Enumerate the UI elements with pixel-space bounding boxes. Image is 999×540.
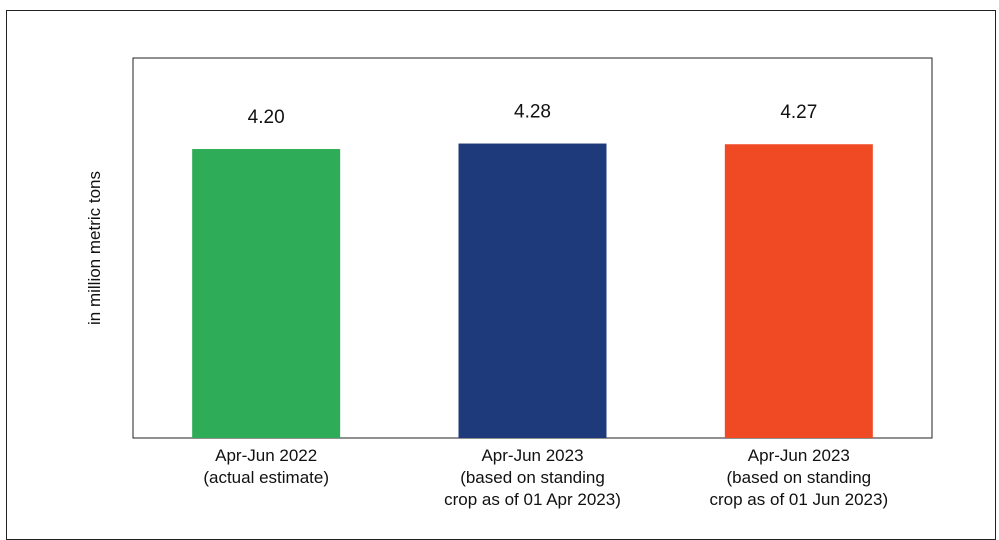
value-label-2: 4.28 [514, 102, 551, 123]
category-label-1-line-1: Apr-Jun 2022 [215, 446, 317, 465]
value-labels-layer: 4.20 4.28 4.27 [248, 102, 818, 129]
bar-chart: in million metric tons 4.20 4.28 4.27 Apr-… [85, 57, 933, 509]
bar-1 [192, 149, 341, 439]
category-labels-layer: Apr-Jun 2022 (actual estimate) Apr-Jun 202… [203, 446, 888, 509]
y-axis-label: in million metric tons [85, 171, 104, 325]
category-label-1-line-2: (actual estimate) [203, 468, 329, 487]
value-label-3: 4.27 [780, 102, 817, 123]
bars-layer [192, 143, 873, 439]
category-label-3-line-3: crop as of 01 Jun 2023) [710, 490, 889, 509]
bar-3 [724, 144, 873, 438]
category-label-3-line-1: Apr-Jun 2023 [748, 446, 850, 465]
category-label-3-line-2: (based on standing [727, 468, 872, 487]
bar-2 [458, 143, 607, 438]
value-label-1: 4.20 [248, 107, 285, 128]
category-label-2-line-2: (based on standing [460, 468, 605, 487]
category-label-2-line-1: Apr-Jun 2023 [481, 446, 583, 465]
category-label-2-line-3: crop as of 01 Apr 2023) [444, 490, 621, 509]
